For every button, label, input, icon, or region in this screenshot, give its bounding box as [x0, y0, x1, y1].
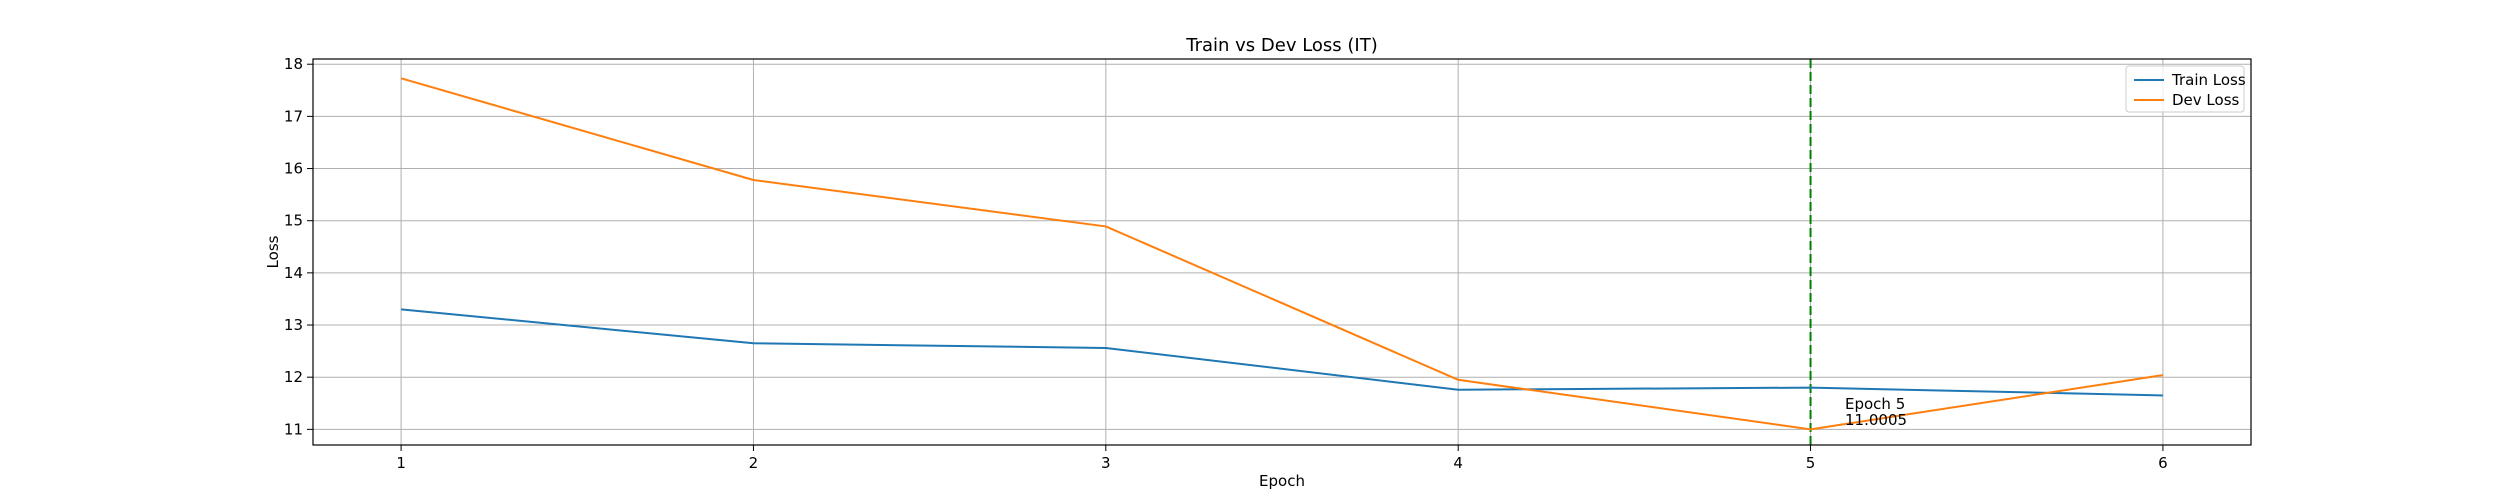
- x-tick-label: 3: [1101, 454, 1111, 472]
- legend-label-train-loss: Train Loss: [2171, 71, 2246, 89]
- y-tick-label: 16: [284, 160, 303, 178]
- plot-frame: [312, 58, 2252, 446]
- y-tick-label: 18: [284, 55, 303, 73]
- y-axis-label: Loss: [264, 235, 282, 268]
- series-layer: [400, 77, 2164, 431]
- y-tick-label: 14: [284, 264, 303, 282]
- y-tick-label: 11: [284, 420, 303, 438]
- x-tick-label: 6: [2158, 454, 2168, 472]
- grid-layer: [313, 59, 2251, 445]
- y-tick-label: 12: [284, 368, 303, 386]
- x-tick-label: 5: [1806, 454, 1816, 472]
- legend-label-dev-loss: Dev Loss: [2172, 91, 2240, 109]
- annotation-layer: Epoch 5 11.0005: [1845, 395, 1907, 429]
- y-tick-label: 15: [284, 212, 303, 230]
- annotation-value-label: 11.0005: [1845, 411, 1907, 429]
- y-tick-label: 17: [284, 107, 303, 125]
- x-axis-label: Epoch: [1259, 472, 1305, 490]
- x-tick-label: 4: [1453, 454, 1463, 472]
- annotation-epoch-label: Epoch 5: [1845, 395, 1905, 413]
- y-tick-label: 13: [284, 316, 303, 334]
- x-tick-label: 1: [396, 454, 406, 472]
- legend: Train Loss Dev Loss: [2125, 65, 2246, 113]
- dev-loss-line: [400, 77, 2164, 431]
- x-tick-label: 2: [749, 454, 759, 472]
- chart-title: Train vs Dev Loss (IT): [1185, 35, 1378, 56]
- train-loss-line: [400, 308, 2163, 397]
